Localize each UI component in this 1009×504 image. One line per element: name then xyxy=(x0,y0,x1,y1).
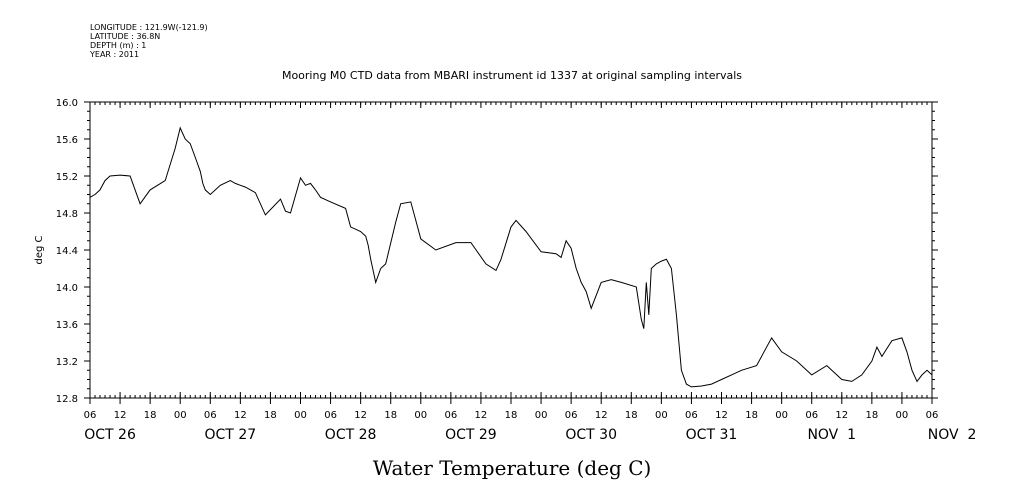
plot-frame xyxy=(89,101,933,399)
x-tick-label: 18 xyxy=(505,410,518,421)
y-axis: 16.0 15.6 15.2 14.8 14.4 14.0 13.6 13.2 12.8 xyxy=(56,98,938,405)
x-tick-label: 06 xyxy=(204,410,217,421)
x-tick-label: 12 xyxy=(234,410,247,421)
temperature-series-line xyxy=(89,126,933,388)
x-tick-label: 06 xyxy=(324,410,337,421)
x-tick-label: 00 xyxy=(294,410,307,421)
x-tick-label: 18 xyxy=(264,410,277,421)
metadata-block: LONGITUDE : 121.9W(-121.9) LATITUDE : 36… xyxy=(89,23,208,59)
x-tick-label: 06 xyxy=(444,410,457,421)
day-label: OCT 26 xyxy=(84,427,136,443)
x-tick-label: 18 xyxy=(625,410,638,421)
depth-text: DEPTH (m) : 1 xyxy=(90,41,146,50)
y-tick-label: 13.6 xyxy=(56,320,78,331)
x-tick-label: 00 xyxy=(775,410,788,421)
y-tick-label: 14.8 xyxy=(56,209,78,220)
x-tick-label: 18 xyxy=(745,410,758,421)
longitude-text: LONGITUDE : 121.9W(-121.9) xyxy=(90,23,208,32)
x-tick-label: 12 xyxy=(595,410,608,421)
x-tick-label: 00 xyxy=(174,410,187,421)
day-label: OCT 31 xyxy=(686,427,738,443)
y-tick-label: 15.6 xyxy=(56,135,78,146)
day-label: NOV 1 xyxy=(807,427,856,443)
day-label: NOV 2 xyxy=(928,427,977,443)
x-tick-label: 06 xyxy=(84,410,97,421)
day-label: OCT 29 xyxy=(445,427,497,443)
y-tick-label: 13.2 xyxy=(56,357,78,368)
day-labels: OCT 26 OCT 27 OCT 28 OCT 29 OCT 30 OCT 31 NOV … xyxy=(84,427,976,443)
y-tick-label: 12.8 xyxy=(56,394,78,405)
x-tick-label: 06 xyxy=(805,410,818,421)
y-tick-label: 15.2 xyxy=(56,172,78,183)
year-text: YEAR : 2011 xyxy=(89,50,139,59)
x-tick-label: 00 xyxy=(896,410,909,421)
y-tick-label: 16.0 xyxy=(56,98,78,109)
day-label: OCT 28 xyxy=(325,427,377,443)
x-axis: 06 12 18 00 06 12 18 00 06 12 18 00 06 12 18 00 06 12 18 00… xyxy=(84,102,939,421)
x-tick-label: 00 xyxy=(535,410,548,421)
minor-ticks xyxy=(87,101,935,399)
x-tick-label: 12 xyxy=(835,410,848,421)
chart-title: Mooring M0 CTD data from MBARI instrumen… xyxy=(282,69,742,82)
y-tick-label: 14.0 xyxy=(56,283,78,294)
y-tick-label: 14.4 xyxy=(56,246,78,257)
x-axis-label: Water Temperature (deg C) xyxy=(373,456,652,480)
x-tick-label: 12 xyxy=(475,410,488,421)
x-tick-label: 18 xyxy=(384,410,397,421)
x-tick-label: 12 xyxy=(354,410,367,421)
x-tick-label: 12 xyxy=(715,410,728,421)
x-tick-label: 06 xyxy=(926,410,939,421)
x-tick-label: 18 xyxy=(865,410,878,421)
x-tick-label: 06 xyxy=(565,410,578,421)
x-tick-label: 00 xyxy=(414,410,427,421)
day-label: OCT 30 xyxy=(565,427,617,443)
x-tick-label: 12 xyxy=(114,410,127,421)
y-axis-label: deg C xyxy=(34,235,45,264)
x-tick-label: 00 xyxy=(655,410,668,421)
day-label: OCT 27 xyxy=(205,427,257,443)
latitude-text: LATITUDE : 36.8N xyxy=(90,32,160,41)
x-tick-label: 18 xyxy=(144,410,157,421)
x-tick-label: 06 xyxy=(685,410,698,421)
